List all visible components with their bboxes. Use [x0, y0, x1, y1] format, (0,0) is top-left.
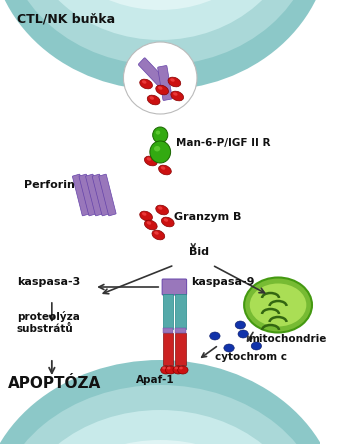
Ellipse shape — [171, 91, 183, 101]
Bar — [163, 333, 174, 365]
Ellipse shape — [161, 166, 165, 170]
Ellipse shape — [158, 206, 162, 210]
Ellipse shape — [147, 95, 160, 105]
Ellipse shape — [159, 165, 171, 175]
Ellipse shape — [210, 332, 220, 340]
Ellipse shape — [156, 205, 168, 215]
FancyBboxPatch shape — [158, 66, 172, 100]
Ellipse shape — [140, 211, 153, 221]
Ellipse shape — [179, 367, 183, 369]
Ellipse shape — [178, 366, 188, 374]
Ellipse shape — [165, 366, 176, 374]
Ellipse shape — [251, 342, 262, 350]
Ellipse shape — [33, 440, 287, 444]
Ellipse shape — [162, 367, 166, 369]
Text: kaspasa-3: kaspasa-3 — [17, 277, 80, 287]
Text: mitochondrie: mitochondrie — [248, 334, 326, 344]
Bar — [175, 328, 186, 333]
Ellipse shape — [154, 143, 166, 153]
Ellipse shape — [123, 42, 197, 114]
Text: APOPTÓZA: APOPTÓZA — [7, 376, 101, 391]
Ellipse shape — [156, 85, 168, 95]
Ellipse shape — [173, 366, 183, 374]
FancyBboxPatch shape — [73, 174, 90, 216]
Bar — [163, 294, 174, 329]
Text: Perforin: Perforin — [24, 180, 75, 190]
FancyBboxPatch shape — [99, 174, 116, 216]
Text: CTL/NK buňka: CTL/NK buňka — [17, 12, 115, 25]
Ellipse shape — [147, 221, 151, 225]
Ellipse shape — [161, 366, 171, 374]
Ellipse shape — [224, 344, 234, 352]
Ellipse shape — [142, 80, 146, 84]
Ellipse shape — [175, 367, 178, 369]
Ellipse shape — [238, 330, 248, 338]
Text: cytochrom c: cytochrom c — [215, 352, 287, 362]
Ellipse shape — [158, 86, 162, 90]
Text: Apaf-1: Apaf-1 — [136, 375, 175, 385]
Ellipse shape — [156, 131, 160, 135]
Ellipse shape — [144, 156, 157, 166]
FancyBboxPatch shape — [86, 174, 103, 216]
Ellipse shape — [153, 127, 168, 143]
Ellipse shape — [167, 367, 171, 369]
Bar — [175, 294, 186, 329]
Bar — [163, 328, 174, 333]
Ellipse shape — [161, 217, 174, 227]
FancyBboxPatch shape — [138, 58, 167, 88]
Ellipse shape — [164, 218, 168, 222]
Ellipse shape — [150, 141, 171, 163]
Text: Granzym B: Granzym B — [174, 212, 242, 222]
Ellipse shape — [24, 0, 297, 40]
Ellipse shape — [173, 92, 178, 96]
Ellipse shape — [168, 77, 181, 87]
Ellipse shape — [5, 0, 316, 65]
Ellipse shape — [250, 284, 306, 326]
Ellipse shape — [142, 212, 146, 216]
Bar — [175, 333, 186, 365]
Ellipse shape — [149, 96, 154, 100]
FancyBboxPatch shape — [162, 279, 187, 295]
Text: proteolýza
substrátů: proteolýza substrátů — [17, 311, 80, 334]
FancyBboxPatch shape — [79, 174, 96, 216]
Ellipse shape — [140, 79, 153, 89]
Ellipse shape — [244, 278, 312, 333]
Text: Man-6-P/IGF II R: Man-6-P/IGF II R — [176, 138, 271, 148]
Ellipse shape — [156, 144, 161, 148]
Ellipse shape — [14, 410, 306, 444]
Text: kaspasa-9: kaspasa-9 — [191, 277, 255, 287]
Ellipse shape — [0, 360, 339, 444]
Ellipse shape — [235, 321, 245, 329]
Ellipse shape — [144, 220, 157, 230]
Ellipse shape — [0, 0, 330, 90]
Ellipse shape — [152, 230, 165, 240]
Ellipse shape — [170, 78, 175, 82]
FancyBboxPatch shape — [92, 174, 109, 216]
Text: Bid: Bid — [188, 247, 208, 257]
Ellipse shape — [147, 157, 151, 161]
Ellipse shape — [154, 231, 159, 235]
Ellipse shape — [42, 0, 278, 10]
Ellipse shape — [0, 385, 325, 444]
Ellipse shape — [154, 146, 160, 151]
